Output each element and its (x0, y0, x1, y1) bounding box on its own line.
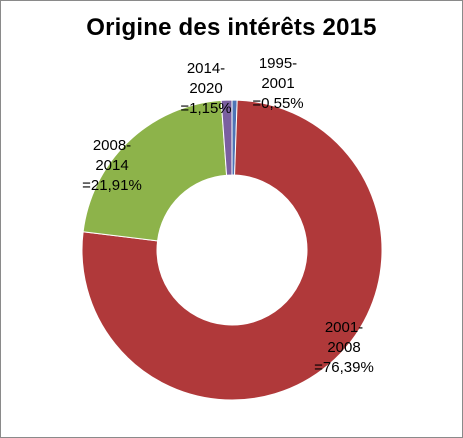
slice-2014-2020 (220, 99, 233, 176)
data-label-2008-2014: 2008-2014 =21,91% (82, 137, 142, 194)
chart-title: Origine des intérêts 2015 (86, 14, 377, 41)
slice-2008-2014 (82, 99, 228, 242)
slice-2001-2008 (81, 99, 383, 401)
data-label-2001-2008: 2001-2008 =76,39% (314, 319, 374, 376)
slices-group (81, 99, 383, 401)
labels-group: 1995-2001 =0,55% 2001-2008 =76,39% 2008-2014… (82, 55, 374, 376)
data-label-1995-2001: 1995-2001 =0,55% (252, 55, 303, 112)
data-label-2014-2020: 2014-2020 =1,15% (180, 60, 231, 117)
